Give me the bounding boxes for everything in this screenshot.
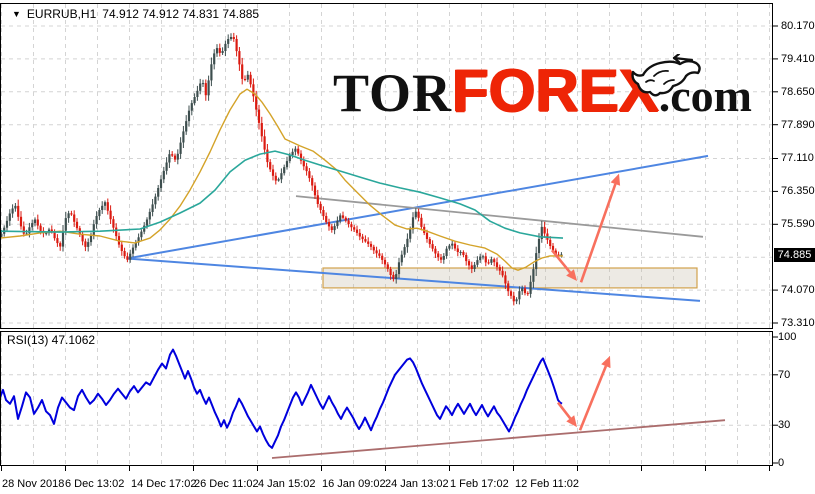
time-axis-label: 1 Feb 17:02 — [450, 478, 509, 490]
descending-gray-trendline — [295, 195, 704, 238]
price-axis-label: 78.650 — [781, 86, 815, 98]
logo-text-tor: TOR — [333, 63, 453, 123]
forecast-arrow-rsi-1 — [578, 365, 608, 431]
symbol-dropdown-marker-icon[interactable]: ▼ — [12, 9, 21, 19]
support-zone-rectangle — [322, 267, 698, 289]
time-axis-label: 28 Nov 2018 — [2, 478, 65, 490]
rsi-plot — [1, 348, 726, 459]
rsi-line — [1, 348, 563, 449]
time-axis-label: 14 Dec 17:02 — [131, 478, 197, 490]
symbol-timeframe: EURRUB,H1 — [26, 7, 97, 21]
ohlc-quotes: 74.912 74.912 74.831 74.885 — [102, 7, 260, 21]
logo-text-forex: FOREX — [452, 57, 659, 124]
main-panel-border — [0, 3, 773, 329]
forecast-arrow-rsi-0 — [556, 401, 572, 420]
bull-sketch-icon — [631, 54, 701, 97]
current-price-tag: 74.885 — [774, 248, 815, 262]
watermark-logo: TOR FOREX .com — [333, 56, 752, 126]
ma-fast-orange-line — [0, 88, 563, 271]
forecast-arrow-main-0 — [550, 249, 572, 274]
price-axis-label: 77.890 — [781, 119, 815, 131]
ma-slow-teal-line — [0, 150, 564, 239]
candlestick-series — [1, 32, 563, 306]
forecast-arrow-main-1-head — [610, 173, 621, 186]
rsi-support-trendline — [271, 419, 726, 459]
forecast-arrow-rsi-1-head — [601, 355, 611, 368]
price-axis-label: 75.590 — [781, 218, 815, 230]
price-axis-label: 80.170 — [781, 20, 815, 32]
upper-resistance-blue-trendline — [126, 154, 709, 260]
lower-support-blue-trendline — [126, 257, 701, 302]
time-axis-label: 24 Jan 13:02 — [385, 478, 449, 490]
forecast-arrow-rsi-0-head — [566, 415, 577, 428]
rsi-axis-label: 30 — [778, 419, 791, 431]
time-axis-label: 4 Jan 15:02 — [258, 478, 316, 490]
time-axis-label: 6 Dec 13:02 — [65, 478, 125, 490]
rsi-panel-border — [0, 331, 773, 466]
forecast-arrow-main-0-head — [566, 269, 577, 281]
rsi-axis-label: 0 — [778, 457, 785, 469]
rsi-axis-label: 100 — [778, 331, 797, 343]
price-axis-label: 74.070 — [781, 284, 815, 296]
price-axis-label: 77.110 — [781, 152, 814, 164]
price-axis-label: 76.350 — [781, 185, 815, 197]
time-axis-label: 26 Dec 11:02 — [194, 478, 259, 490]
symbol-ohlc-label: ▼ EURRUB,H1 74.912 74.912 74.831 74.885 — [12, 7, 259, 21]
forecast-arrow-main-1 — [579, 183, 617, 283]
price-axis-label: 73.310 — [781, 317, 815, 329]
time-axis-label: 16 Jan 09:02 — [322, 478, 386, 490]
rsi-axis-label: 70 — [778, 369, 791, 381]
price-axis-label: 79.410 — [781, 53, 815, 65]
rsi-indicator-label: RSI(13) 47.1062 — [7, 333, 96, 347]
time-axis-label: 12 Feb 11:02 — [515, 478, 580, 490]
